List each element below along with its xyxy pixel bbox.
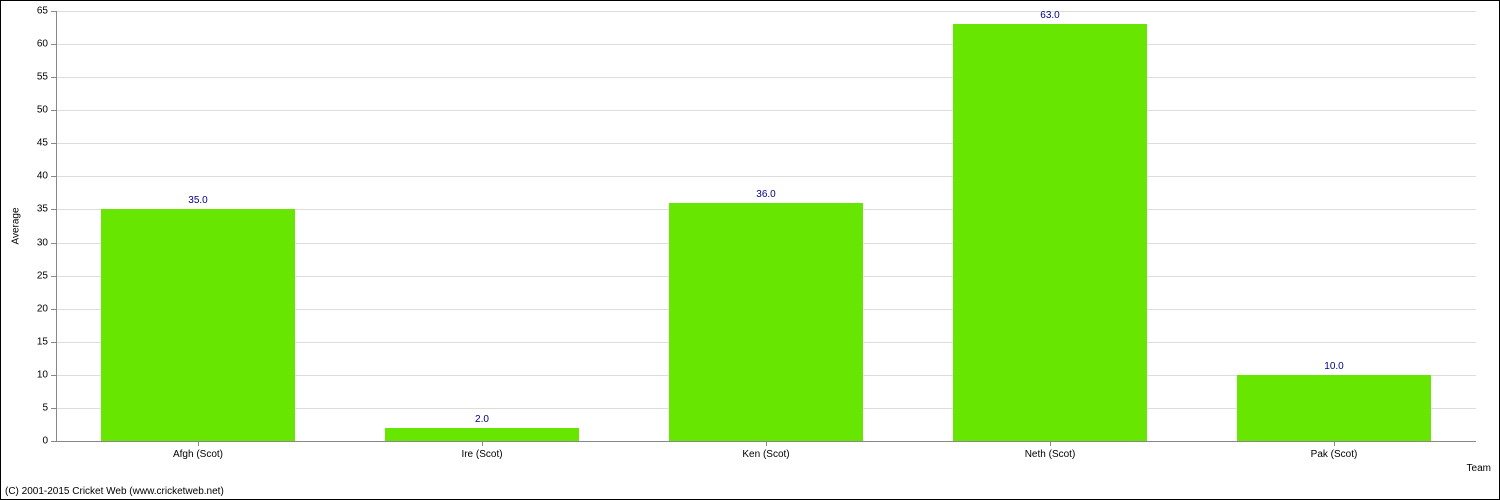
x-tick (198, 441, 199, 446)
bar (953, 24, 1146, 441)
y-tick-label: 10 (21, 369, 48, 380)
bar (1237, 375, 1430, 441)
bar (385, 428, 578, 441)
plot-area: 0510152025303540455055606535.0Afgh (Scot… (56, 11, 1476, 441)
grid-line (56, 11, 1476, 12)
x-tick-label: Ire (Scot) (461, 449, 502, 460)
y-tick-label: 0 (21, 436, 48, 447)
grid-line (56, 143, 1476, 144)
x-tick (482, 441, 483, 446)
y-tick-label: 25 (21, 270, 48, 281)
y-tick-label: 45 (21, 138, 48, 149)
y-tick-label: 40 (21, 171, 48, 182)
x-tick-label: Afgh (Scot) (173, 449, 223, 460)
y-tick-label: 55 (21, 72, 48, 83)
bar-value-label: 63.0 (1040, 10, 1059, 21)
x-tick-label: Pak (Scot) (1311, 449, 1358, 460)
grid-line (56, 77, 1476, 78)
grid-line (56, 176, 1476, 177)
x-axis-title: Team (1467, 463, 1491, 474)
chart-frame: 0 5 10 15 20 25 30 35 40 45 50 55 60 65 35.0 Afgh (Scot… (0, 0, 1500, 500)
x-tick-label: Ken (Scot) (742, 449, 789, 460)
y-axis-line (56, 11, 57, 441)
copyright-text: (C) 2001-2015 Cricket Web (www.cricketwe… (5, 486, 224, 497)
bar-value-label: 36.0 (756, 189, 775, 200)
y-tick-label: 50 (21, 105, 48, 116)
bar-value-label: 2.0 (475, 414, 489, 425)
x-tick (766, 441, 767, 446)
grid-line (56, 44, 1476, 45)
y-tick-label: 35 (21, 204, 48, 215)
x-tick (1050, 441, 1051, 446)
y-tick-label: 15 (21, 336, 48, 347)
bar-value-label: 35.0 (188, 195, 207, 206)
y-tick-label: 60 (21, 39, 48, 50)
bar-value-label: 10.0 (1324, 361, 1343, 372)
grid-line (56, 110, 1476, 111)
y-axis-title: Average (11, 207, 22, 244)
y-tick-label: 5 (21, 402, 48, 413)
y-tick-label: 65 (21, 6, 48, 17)
x-tick (1334, 441, 1335, 446)
bar (669, 203, 862, 441)
y-tick-label: 30 (21, 237, 48, 248)
x-tick-label: Neth (Scot) (1025, 449, 1076, 460)
y-tick-label: 20 (21, 303, 48, 314)
bar (101, 209, 294, 441)
